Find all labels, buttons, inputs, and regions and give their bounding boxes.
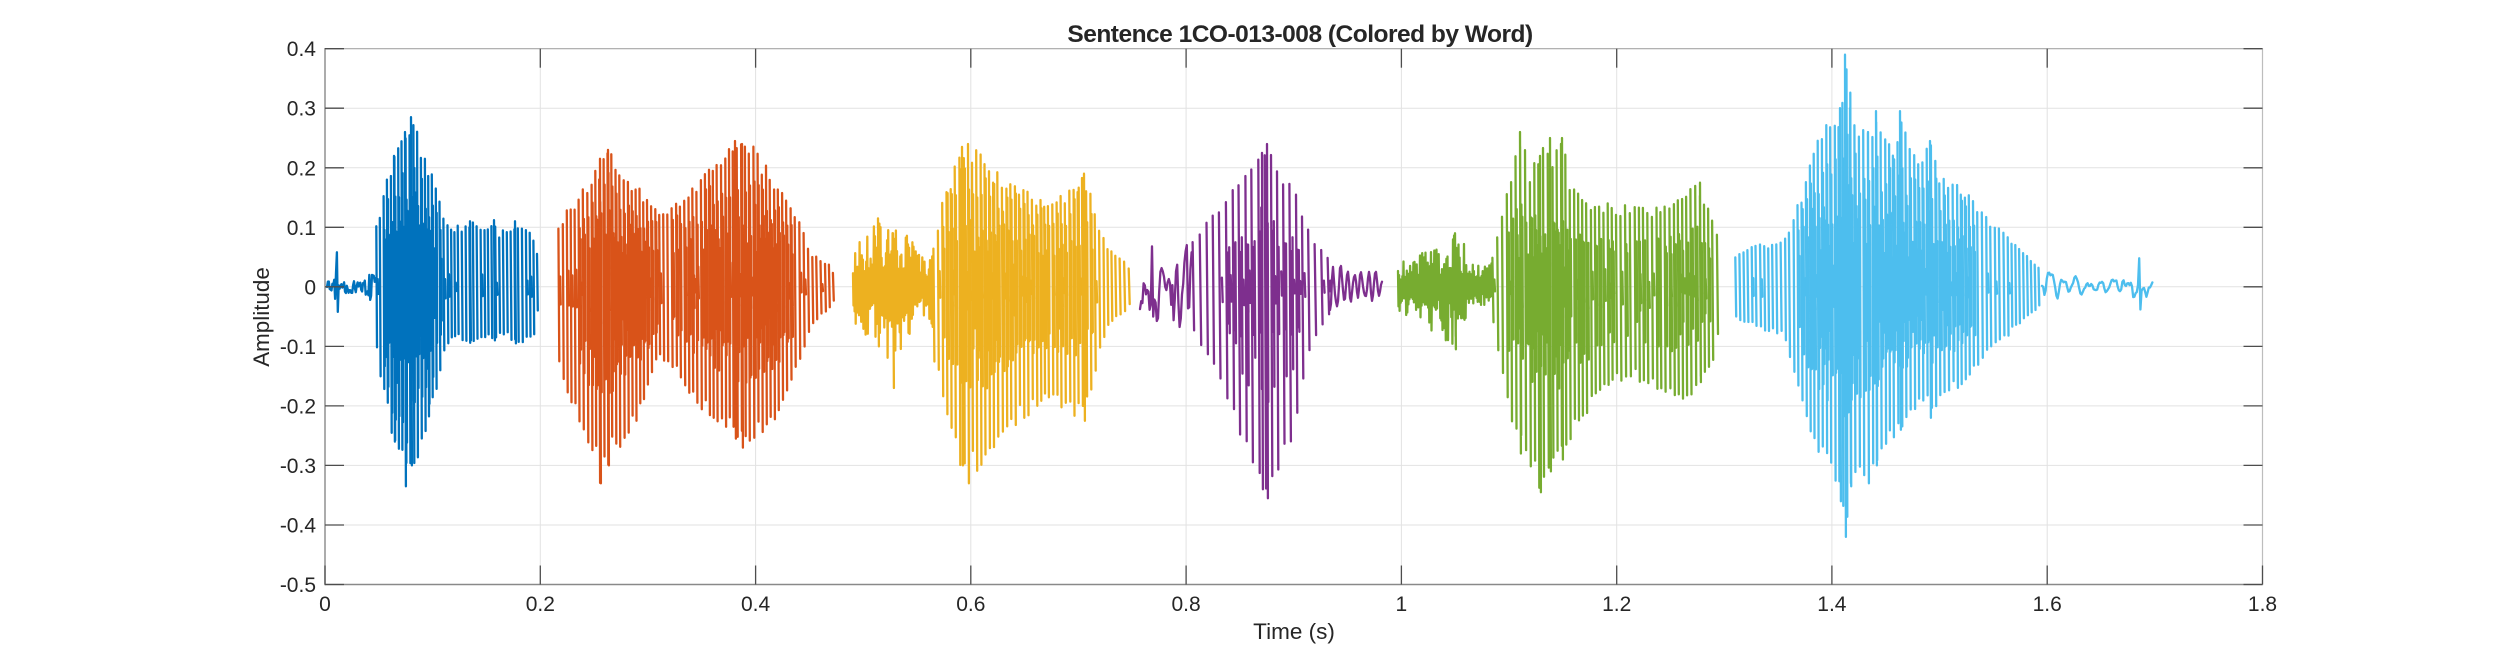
svg-text:0.4: 0.4 [287,38,317,61]
svg-text:0.3: 0.3 [287,98,316,121]
svg-text:0.2: 0.2 [287,157,316,180]
svg-text:-0.2: -0.2 [280,395,316,418]
svg-text:0.6: 0.6 [956,593,985,616]
svg-text:Sentence 1CO-013-008 (Colored: Sentence 1CO-013-008 (Colored by Word) [1067,21,1532,48]
svg-text:-0.4: -0.4 [280,515,317,538]
svg-text:1.2: 1.2 [1602,593,1631,616]
svg-text:1: 1 [1396,593,1408,616]
svg-text:0.1: 0.1 [287,217,316,240]
svg-text:0.4: 0.4 [741,593,771,616]
svg-text:1.6: 1.6 [2033,593,2062,616]
svg-text:0: 0 [319,593,331,616]
svg-text:0.2: 0.2 [526,593,555,616]
svg-text:-0.3: -0.3 [280,455,316,478]
svg-text:0.8: 0.8 [1171,593,1200,616]
svg-text:0: 0 [304,276,316,299]
svg-text:Amplitude: Amplitude [249,267,274,367]
svg-text:1.8: 1.8 [2248,593,2277,616]
svg-text:Time (s): Time (s) [1253,619,1335,644]
svg-text:1.4: 1.4 [1817,593,1847,616]
svg-text:-0.1: -0.1 [280,336,316,359]
svg-text:-0.5: -0.5 [280,574,316,597]
